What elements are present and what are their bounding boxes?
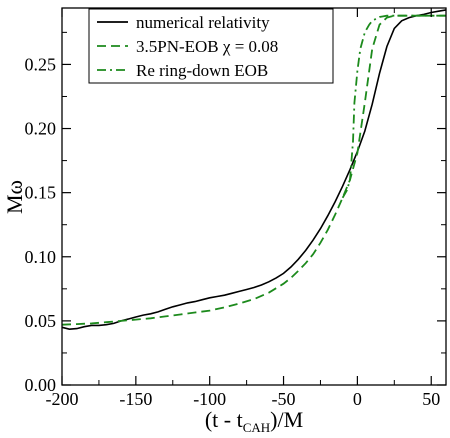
legend: numerical relativity 3.5PN-EOB χ = 0.08 Re… [88, 8, 334, 84]
x-tick-label: 0 [353, 389, 362, 409]
x-tick-label: -100 [193, 389, 226, 409]
y-axis-title: Mω [2, 180, 27, 214]
legend-label: 3.5PN-EOB χ = 0.08 [136, 37, 278, 56]
y-tick-label: 0.25 [25, 54, 57, 74]
y-tick-label: 0.05 [25, 311, 57, 331]
y-tick-label: 0.00 [25, 375, 57, 395]
y-tick-label: 0.20 [25, 119, 57, 139]
x-tick-label: -200 [46, 389, 79, 409]
x-tick-label: 50 [422, 389, 440, 409]
legend-label: numerical relativity [136, 13, 270, 32]
plot-lines [61, 9, 447, 331]
legend-label: Re ring-down EOB [136, 61, 268, 80]
series-line-3 [341, 14, 446, 199]
y-tick-label: 0.10 [25, 247, 57, 267]
x-axis-title: (t - tCAH)/M [205, 407, 303, 435]
tick-labels: -200 -150 -100 -50 0 50 0.00 0.05 0.10 0.15 0.20 0.… [25, 54, 441, 409]
plot-frame [61, 7, 447, 386]
y-tick-label: 0.15 [25, 183, 57, 203]
x-tick-label: -150 [119, 389, 152, 409]
x-tick-label: -50 [272, 389, 296, 409]
legend-box [88, 8, 334, 84]
